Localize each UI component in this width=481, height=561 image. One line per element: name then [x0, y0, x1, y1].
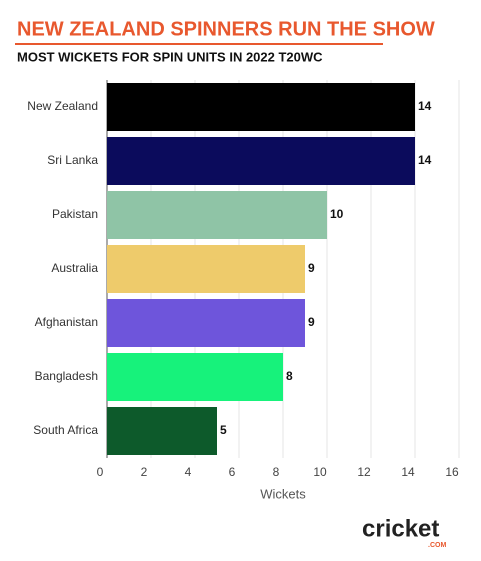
y-tick-label: South Africa — [33, 423, 98, 437]
y-tick-label: Australia — [51, 261, 98, 275]
x-tick-label: 6 — [229, 465, 236, 479]
chart-subtitle: MOST WICKETS FOR SPIN UNITS IN 2022 T20W… — [17, 49, 323, 64]
value-label: 5 — [220, 423, 227, 437]
bar — [107, 83, 415, 131]
bar — [107, 299, 305, 347]
y-tick-label: Afghanistan — [35, 315, 98, 329]
value-label: 8 — [286, 369, 293, 383]
value-label: 14 — [418, 153, 432, 167]
logo-sub: .COM — [428, 542, 446, 549]
x-tick-label: 16 — [445, 465, 459, 479]
x-tick-label: 2 — [141, 465, 148, 479]
x-tick-label: 0 — [97, 465, 104, 479]
bar — [107, 353, 283, 401]
x-tick-label: 10 — [313, 465, 327, 479]
value-label: 9 — [308, 261, 315, 275]
bar — [107, 191, 327, 239]
chart-title: NEW ZEALAND SPINNERS RUN THE SHOW — [17, 18, 435, 40]
y-tick-label: Pakistan — [52, 207, 98, 221]
value-label: 9 — [308, 315, 315, 329]
logo: cricket — [362, 515, 439, 542]
y-tick-label: Bangladesh — [35, 369, 98, 383]
value-label: 14 — [418, 99, 432, 113]
bar — [107, 245, 305, 293]
bar — [107, 137, 415, 185]
x-tick-label: 14 — [401, 465, 415, 479]
value-label: 10 — [330, 207, 344, 221]
y-tick-label: Sri Lanka — [47, 153, 98, 167]
x-axis-label: Wickets — [260, 486, 306, 501]
x-tick-label: 4 — [185, 465, 192, 479]
bar — [107, 407, 217, 455]
x-tick-label: 8 — [273, 465, 280, 479]
x-tick-label: 12 — [357, 465, 371, 479]
y-tick-label: New Zealand — [27, 99, 98, 113]
